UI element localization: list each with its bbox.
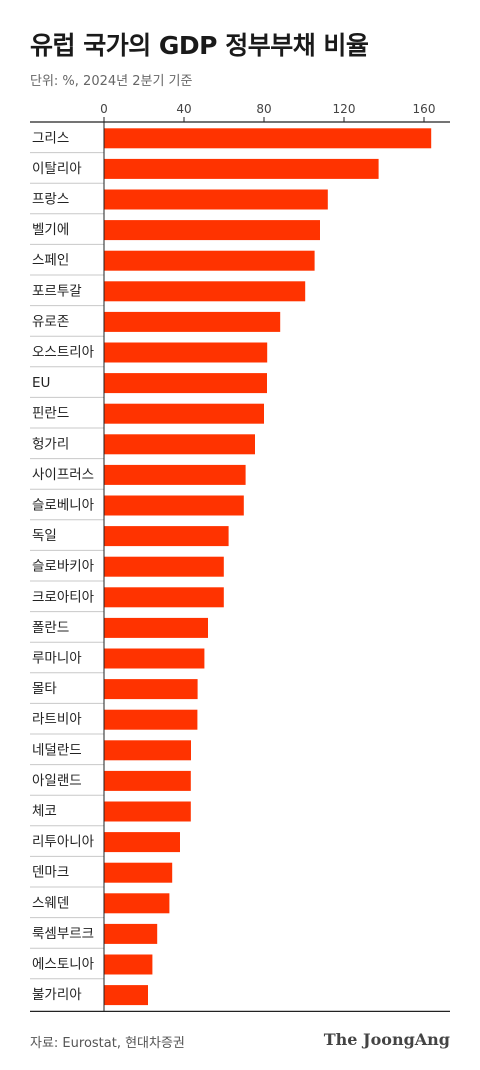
category-label: 유로존 — [32, 314, 69, 330]
chart-rows — [30, 152, 104, 980]
chart-subtitle: 단위: %, 2024년 2분기 기준 — [30, 74, 193, 89]
category-label: 불가리아 — [32, 987, 82, 1003]
category-label: 핀란드 — [32, 406, 69, 422]
category-label: 룩셈부르크 — [32, 926, 94, 942]
bar — [104, 648, 205, 669]
category-label: 오스트리아 — [32, 345, 95, 361]
bar — [104, 220, 320, 241]
bar — [104, 954, 153, 975]
bar — [104, 128, 432, 149]
brand-logo: The JoongAng — [323, 1030, 450, 1049]
category-label: 독일 — [32, 528, 57, 544]
bar — [104, 464, 246, 485]
category-label: 이탈리아 — [32, 161, 82, 177]
x-tick-label: 40 — [176, 102, 191, 116]
bar — [104, 923, 158, 944]
category-label: 아일랜드 — [32, 773, 82, 789]
category-label: EU — [32, 375, 50, 391]
category-label: 리투아니아 — [32, 834, 95, 850]
bar — [104, 740, 191, 761]
category-label: 스페인 — [32, 253, 69, 269]
bar — [104, 679, 198, 700]
bar — [104, 617, 208, 638]
category-label: 슬로바키아 — [32, 559, 95, 575]
bar — [104, 250, 315, 271]
x-tick-label: 160 — [413, 102, 436, 116]
source-note: 자료: Eurostat, 현대차증권 — [30, 1036, 185, 1051]
bar — [104, 434, 255, 455]
bar — [104, 556, 224, 577]
category-label: 슬로베니아 — [32, 498, 95, 514]
bar — [104, 526, 229, 547]
category-label: 그리스 — [32, 130, 69, 146]
bar — [104, 709, 198, 730]
bar — [104, 770, 191, 791]
bar — [104, 189, 328, 210]
bar — [104, 158, 379, 179]
bar — [104, 985, 148, 1006]
bar — [104, 893, 170, 914]
x-axis-ticks: 0 40 80 120 160 — [100, 102, 435, 122]
category-label: 에스토니아 — [32, 957, 95, 973]
bar — [104, 373, 267, 394]
x-tick-label: 120 — [333, 102, 356, 116]
bar — [104, 281, 306, 302]
category-label: 네덜란드 — [32, 742, 82, 758]
bar — [104, 495, 244, 516]
bar — [104, 403, 264, 424]
bar — [104, 862, 173, 883]
category-label: 몰타 — [32, 681, 57, 697]
x-tick-label: 0 — [100, 102, 108, 116]
chart-title: 유럽 국가의 GDP 정부부채 비율 — [30, 31, 369, 60]
chart-bars — [104, 128, 432, 1006]
bar — [104, 832, 180, 853]
category-label: 체코 — [32, 804, 57, 820]
category-label: 사이프러스 — [32, 467, 94, 483]
category-label: 크로아티아 — [32, 589, 95, 605]
bar — [104, 587, 224, 608]
category-label: 덴마크 — [32, 865, 69, 881]
category-label: 벨기에 — [32, 222, 69, 238]
category-label: 스웨덴 — [32, 895, 69, 911]
bar — [104, 342, 268, 363]
category-label: 포르투갈 — [32, 283, 82, 299]
bar — [104, 311, 281, 332]
category-label: 헝가리 — [32, 436, 69, 452]
bar-chart: 0 40 80 120 160 그리스이탈리아프랑스벨기에스페인포르투갈유로존오스트리아… — [30, 102, 450, 1013]
bar — [104, 801, 191, 822]
category-label: 루마니아 — [32, 651, 82, 667]
category-label: 폴란드 — [32, 620, 69, 636]
category-label: 프랑스 — [32, 192, 69, 208]
category-label: 라트비아 — [32, 712, 82, 728]
x-tick-label: 80 — [256, 102, 271, 116]
